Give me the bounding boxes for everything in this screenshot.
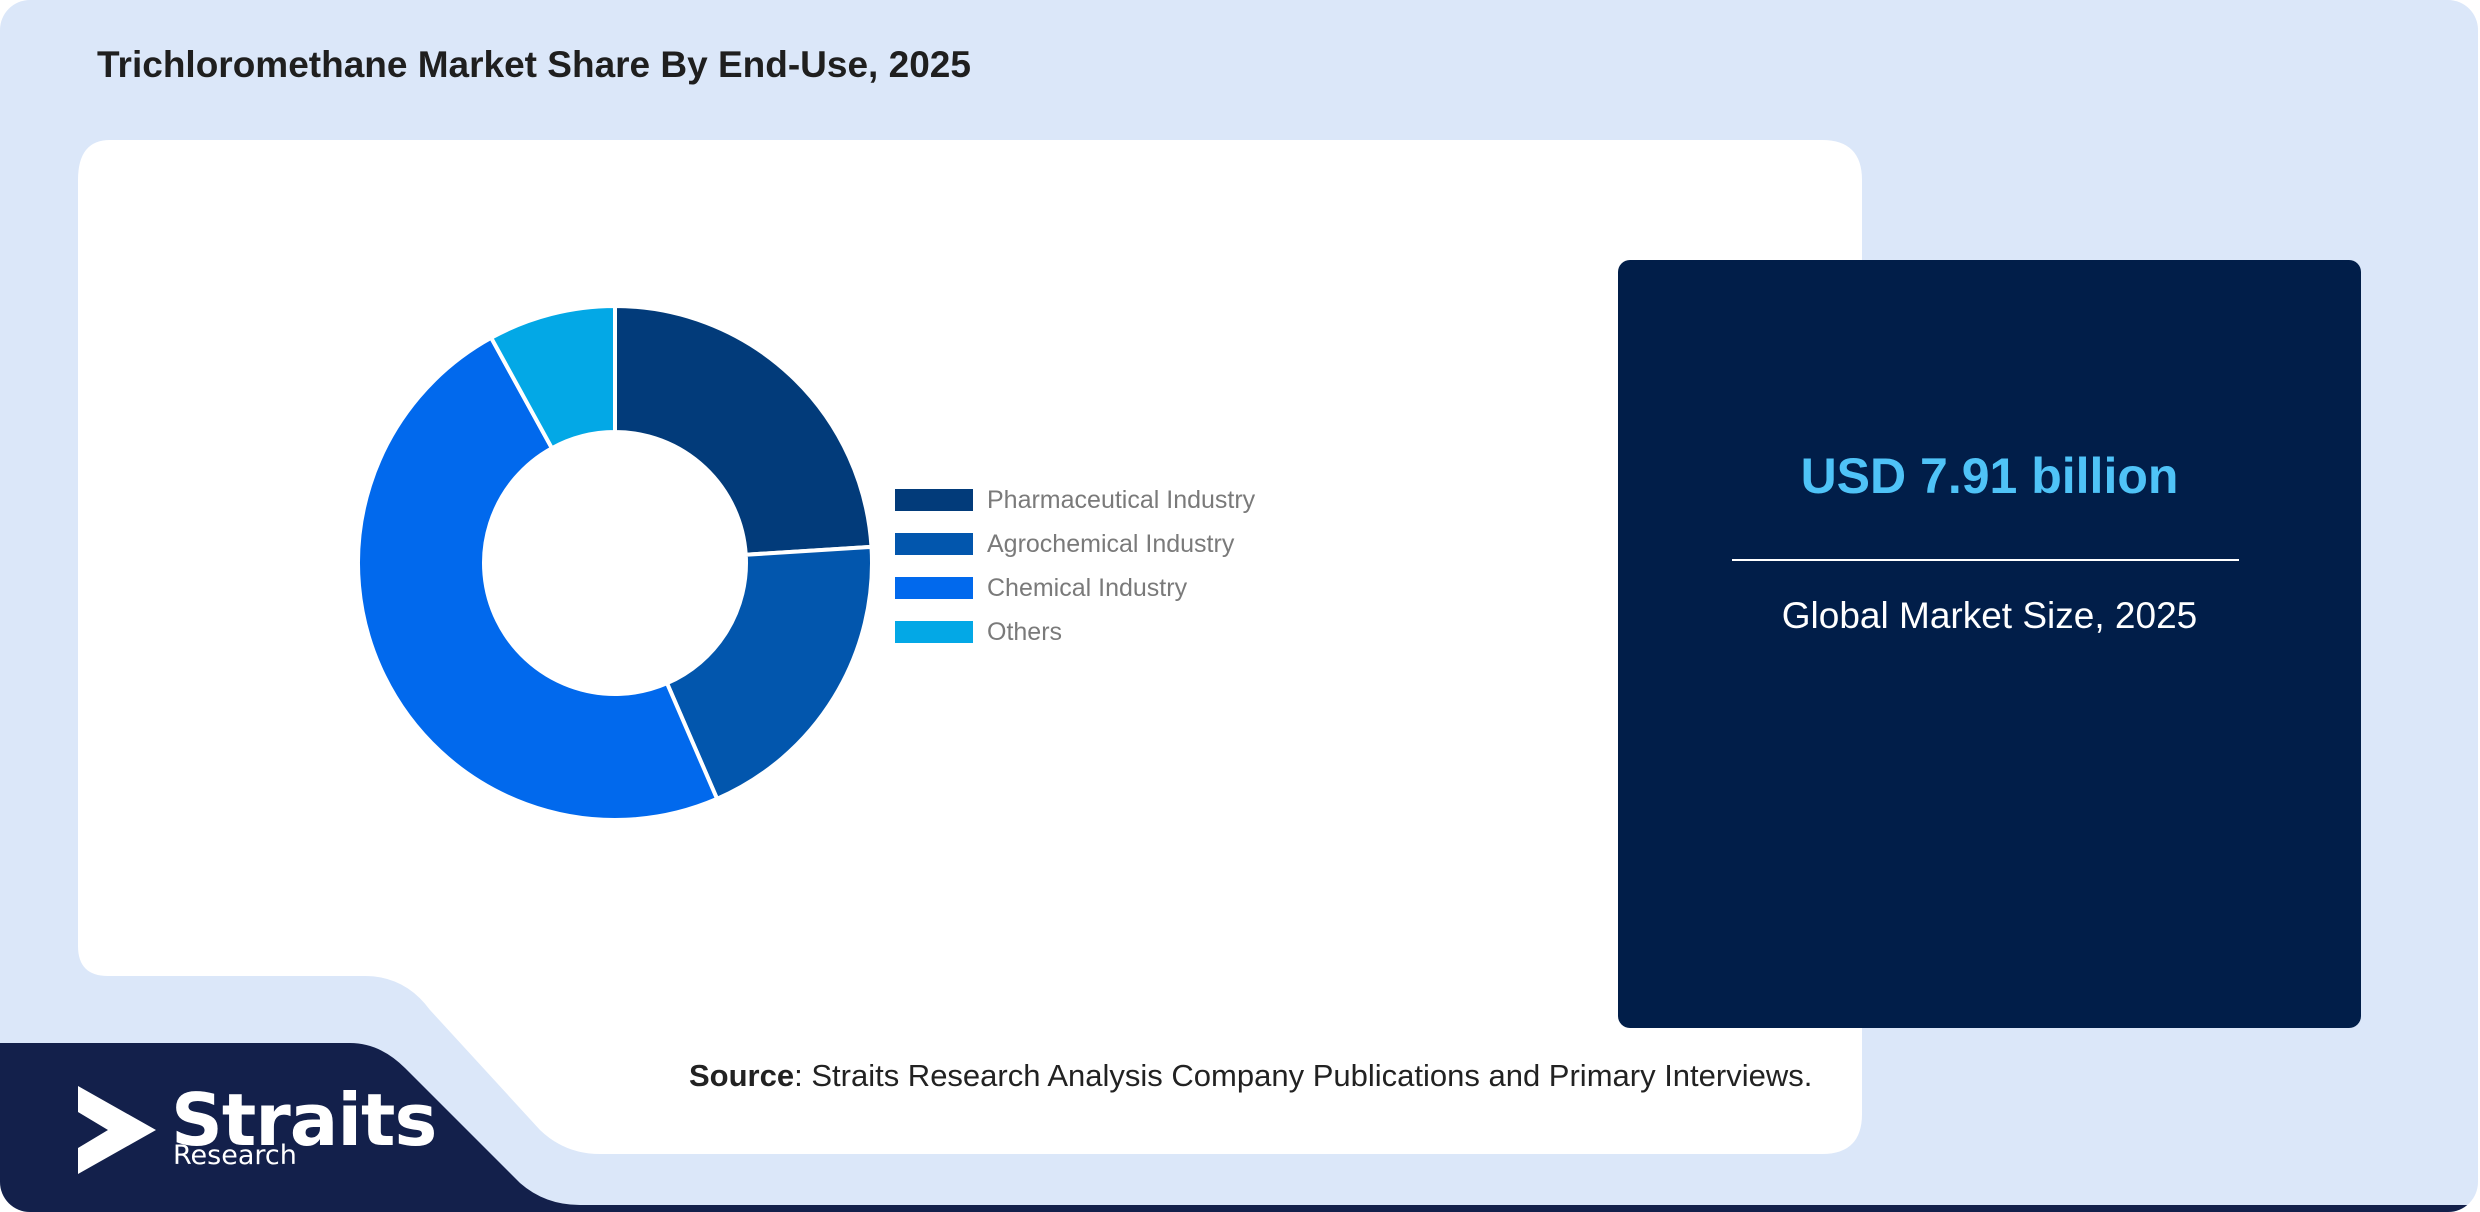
legend-swatch [895, 489, 973, 511]
legend-label: Agrochemical Industry [987, 529, 1235, 558]
source-label: Source [689, 1058, 795, 1093]
legend-swatch [895, 577, 973, 599]
donut-slice-pharmaceutical-industry [613, 303, 874, 557]
legend-label: Chemical Industry [987, 573, 1188, 602]
legend-item: Chemical Industry [895, 566, 1255, 610]
donut-slice-agrochemical-industry [664, 544, 874, 802]
footer-band [0, 1043, 2478, 1212]
donut-slice-others [488, 303, 617, 451]
page-title: Trichloromethane Market Share By End-Use… [97, 44, 971, 85]
brand-subname: Research [173, 1140, 297, 1171]
donut-slice-chemical-industry [356, 335, 720, 822]
legend-swatch [895, 533, 973, 555]
legend-label: Pharmaceutical Industry [987, 485, 1256, 514]
legend-item: Others [895, 610, 1255, 654]
stat-divider [1732, 559, 2239, 561]
legend-item: Pharmaceutical Industry [895, 478, 1255, 522]
brand-name: Straits [171, 1078, 437, 1162]
straits-logo-icon [78, 1086, 156, 1174]
legend-label: Others [987, 617, 1063, 646]
legend-swatch [895, 621, 973, 643]
source-text: : Straits Research Analysis Company Publ… [794, 1058, 1813, 1093]
chart-legend: Pharmaceutical Industry Agrochemical Indu… [895, 478, 1255, 654]
market-size-caption: Global Market Size, 2025 [1781, 595, 2198, 636]
source-note: Source: Straits Research Analysis Compan… [689, 1058, 1812, 1094]
market-size-value: USD 7.91 billion [1800, 448, 2179, 504]
market-size-card [1618, 260, 2361, 1028]
legend-item: Agrochemical Industry [895, 522, 1255, 566]
